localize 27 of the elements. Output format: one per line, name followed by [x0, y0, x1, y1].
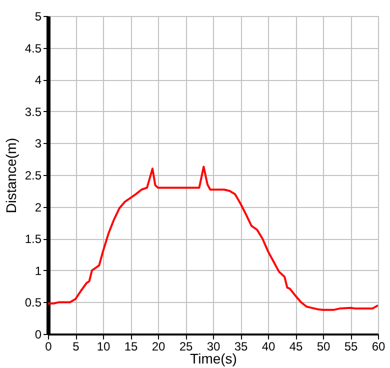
y-tick-label: 4	[34, 73, 42, 88]
x-axis-title: Time(s)	[190, 350, 237, 366]
x-tick-label: 40	[262, 340, 276, 354]
x-tick-label: 25	[179, 340, 193, 354]
y-tick-label: 3	[34, 136, 42, 151]
y-tick-label: 3.5	[24, 104, 42, 119]
y-tick-label: 1.5	[24, 232, 42, 246]
x-tick-label: 30	[206, 340, 220, 354]
line-series	[48, 166, 378, 311]
x-tick-label: 15	[124, 340, 138, 354]
y-tick-label: 4.5	[24, 41, 42, 56]
y-tick-label: 0.5	[24, 296, 42, 310]
y-axis-title: Distance(m)	[2, 138, 19, 214]
x-tick-label: 0	[45, 340, 52, 354]
x-tick-label: 55	[344, 340, 358, 354]
x-tick-label: 50	[316, 340, 330, 354]
y-tick-label: 1	[34, 264, 42, 278]
x-tick-label: 5	[72, 340, 80, 354]
y-tick-label: 5	[34, 10, 42, 24]
x-tick-label: 20	[152, 340, 166, 354]
y-tick-label: 2.5	[24, 168, 42, 182]
y-tick-label: 0	[34, 328, 42, 342]
x-tick-label: 35	[234, 340, 248, 354]
y-tick-label: 2	[34, 200, 42, 214]
x-tick-label: 60	[372, 340, 386, 354]
x-tick-label: 10	[96, 340, 110, 354]
x-tick-label: 45	[289, 340, 303, 354]
